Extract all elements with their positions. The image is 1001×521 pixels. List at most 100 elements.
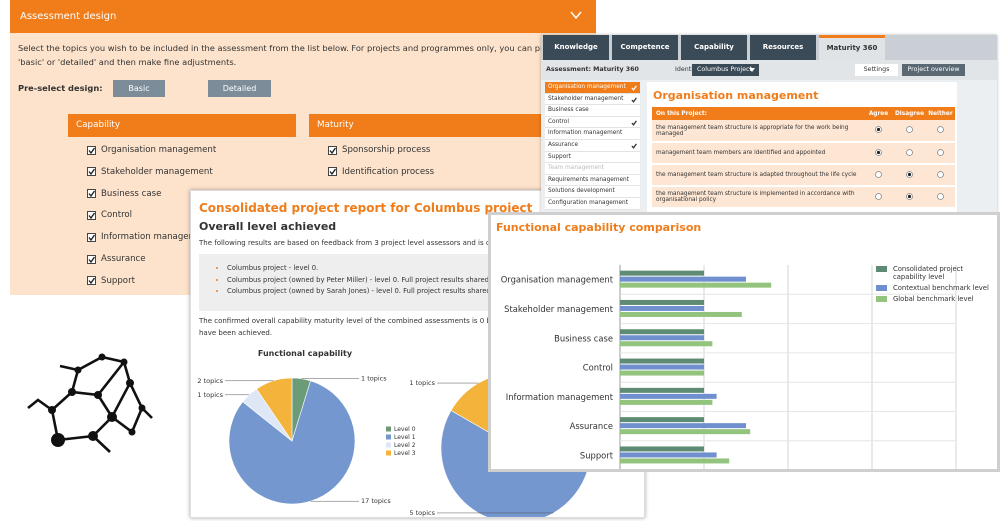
topic-item[interactable]: Assurance: [87, 254, 146, 264]
radio[interactable]: [937, 192, 944, 200]
radio[interactable]: [906, 192, 913, 200]
legend-label: Consolidated project capability level: [893, 265, 964, 281]
statement: management team members are identified a…: [652, 142, 864, 165]
bar: [620, 335, 704, 341]
report-intro: The following results are based on feedb…: [199, 239, 529, 247]
radio[interactable]: [937, 126, 944, 133]
bar-chart: Organisation management Stakeholder manag…: [501, 265, 957, 469]
bar: [620, 364, 704, 370]
radio-cell: [893, 186, 926, 209]
topic-column: Maturity Sponsorship process Identificatio…: [309, 114, 569, 295]
table-row: the management team structure is impleme…: [652, 186, 955, 209]
sidebar-item[interactable]: Assurance: [545, 139, 640, 152]
y-tick-label: Stakeholder management: [504, 304, 614, 314]
tab-bar: Knowledge Competence Capability Resources Ma…: [541, 35, 997, 60]
sidebar-item[interactable]: Organisation management: [545, 82, 640, 94]
legend-label: Contextual benchmark level: [893, 284, 989, 292]
bar: [620, 282, 772, 288]
checkbox: [87, 232, 96, 242]
radio-cell: [926, 164, 955, 187]
project-select[interactable]: Columbus Project: [692, 64, 759, 76]
radio[interactable]: [906, 170, 913, 178]
report-conclusion: The confirmed overall capability maturit…: [199, 317, 530, 325]
bar: [620, 270, 704, 276]
topic-item[interactable]: Sponsorship process: [328, 145, 430, 155]
slice-label: 1 topics: [197, 391, 223, 399]
topic-label: Assurance: [101, 254, 146, 264]
button[interactable]: Detailed: [208, 80, 271, 97]
checkbox: [328, 145, 337, 155]
legend-item: Consolidated project capability level: [876, 265, 991, 281]
legend-item: Global benchmark level: [876, 295, 991, 303]
sidebar-item[interactable]: Business case: [545, 105, 640, 117]
sidebar-item[interactable]: Solutions development: [545, 186, 640, 198]
radio[interactable]: [875, 170, 882, 178]
bar: [620, 387, 704, 393]
y-tick-label: Control: [583, 363, 613, 373]
project-name: Columbus Project: [697, 66, 752, 73]
topic-item[interactable]: Business case: [87, 189, 161, 199]
sidebar-item[interactable]: Team management: [545, 163, 640, 175]
checkbox: [87, 254, 96, 264]
checkbox-tick: [88, 147, 96, 154]
radio-dot: [907, 172, 912, 176]
check-mark: [631, 97, 637, 103]
radio[interactable]: [937, 170, 944, 178]
button[interactable]: Basic: [113, 80, 165, 97]
topic-item[interactable]: Stakeholder management: [87, 167, 213, 177]
maturity-app: Knowledge Competence Capability Resources Ma…: [541, 35, 997, 215]
slice-label: 5 topics: [409, 509, 435, 517]
checkbox-box: [87, 167, 96, 177]
panel-header[interactable]: Assessment design: [10, 0, 596, 33]
tab[interactable]: Maturity 360: [819, 35, 885, 60]
sidebar-item[interactable]: Information management: [545, 128, 640, 140]
radio-dot: [907, 194, 912, 198]
table-row: the management team structure is appropr…: [652, 120, 955, 143]
radio[interactable]: [875, 126, 882, 133]
legend-label: Level 1: [394, 434, 416, 441]
bar: [620, 458, 730, 464]
sidebar-label: Information management: [548, 130, 623, 137]
y-tick-label: Information management: [506, 392, 614, 402]
tab[interactable]: Capability: [681, 35, 747, 60]
topic-item[interactable]: Information management: [87, 232, 211, 242]
sidebar-item[interactable]: Control: [545, 116, 640, 129]
bar: [620, 429, 751, 435]
radio[interactable]: [875, 148, 882, 156]
check-icon: [631, 120, 637, 126]
report-title: Consolidated project report for Columbus…: [199, 201, 533, 215]
topic-item[interactable]: Organisation management: [87, 145, 216, 155]
tab[interactable]: Resources: [750, 35, 816, 60]
button[interactable]: Project overview: [902, 64, 965, 76]
radio[interactable]: [906, 126, 913, 133]
radio-cell: [893, 120, 926, 143]
y-tick-label: Organisation management: [501, 275, 614, 285]
tab[interactable]: Knowledge: [543, 35, 609, 60]
radio-cell: [864, 186, 893, 209]
button[interactable]: Settings: [855, 64, 898, 76]
legend-swatch: [386, 434, 391, 440]
sidebar-label: Organisation management: [548, 84, 626, 90]
checkbox: [328, 167, 337, 177]
radio[interactable]: [875, 192, 882, 200]
y-tick-label: Assurance: [570, 421, 613, 431]
topic-label: Control: [101, 210, 133, 221]
topic-item[interactable]: Support: [87, 276, 135, 286]
checkbox: [87, 145, 96, 155]
legend-swatch: [876, 296, 887, 302]
topic-item[interactable]: Identification process: [328, 167, 434, 177]
radio[interactable]: [937, 148, 944, 156]
sidebar: Organisation management Stakeholder manag…: [545, 82, 640, 210]
checkbox: [87, 210, 96, 220]
bar: [620, 446, 704, 452]
radio[interactable]: [906, 148, 913, 156]
sidebar-item[interactable]: Stakeholder management: [545, 93, 640, 106]
radio-ring: [906, 126, 913, 133]
topic-item[interactable]: Control: [87, 210, 132, 220]
sidebar-item[interactable]: Configuration management: [545, 197, 640, 210]
sidebar-item[interactable]: Requirements management: [545, 174, 640, 187]
column-header: Maturity: [309, 114, 569, 137]
bar: [620, 358, 704, 364]
tab[interactable]: Competence: [612, 35, 678, 60]
sidebar-item[interactable]: Support: [545, 151, 640, 164]
